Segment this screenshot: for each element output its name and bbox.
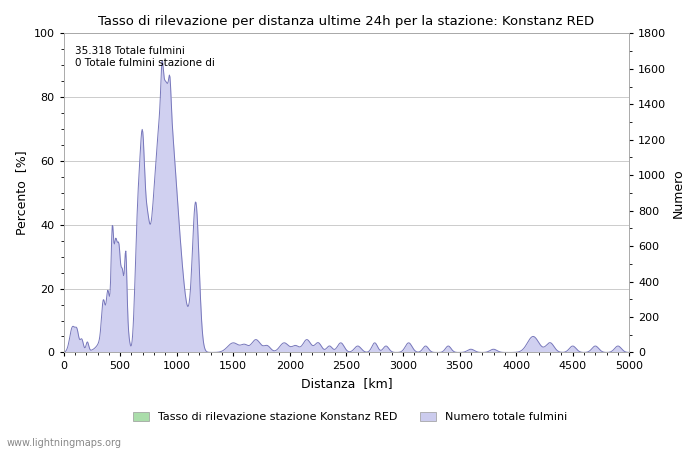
X-axis label: Distanza  [km]: Distanza [km]: [300, 377, 392, 390]
Title: Tasso di rilevazione per distanza ultime 24h per la stazione: Konstanz RED: Tasso di rilevazione per distanza ultime…: [99, 15, 594, 28]
Y-axis label: Percento  [%]: Percento [%]: [15, 151, 28, 235]
Text: 35.318 Totale fulmini
0 Totale fulmini stazione di: 35.318 Totale fulmini 0 Totale fulmini s…: [75, 46, 215, 68]
Y-axis label: Numero: Numero: [672, 168, 685, 218]
Legend: Tasso di rilevazione stazione Konstanz RED, Numero totale fulmini: Tasso di rilevazione stazione Konstanz R…: [128, 407, 572, 427]
Text: www.lightningmaps.org: www.lightningmaps.org: [7, 438, 122, 448]
